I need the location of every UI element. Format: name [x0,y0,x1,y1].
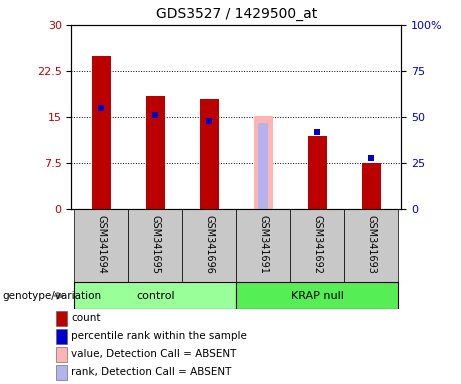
Text: GSM341691: GSM341691 [258,215,268,274]
Bar [344,209,398,282]
Bar [146,96,165,209]
Bar [56,311,67,326]
Bar [362,163,381,209]
Text: GSM341692: GSM341692 [312,215,322,274]
Bar [56,346,67,362]
Text: rank, Detection Call = ABSENT: rank, Detection Call = ABSENT [71,367,231,377]
Bar [56,329,67,344]
Bar [200,99,219,209]
Bar [290,209,344,282]
Bar [236,209,290,282]
Bar [74,209,128,282]
Bar [74,282,236,309]
Text: count: count [71,313,100,323]
Bar [308,136,327,209]
Bar [258,123,268,209]
Text: GSM341693: GSM341693 [366,215,376,274]
Bar [254,116,273,209]
Bar [92,56,111,209]
Bar [56,364,67,379]
Bar [236,282,398,309]
Text: genotype/variation: genotype/variation [2,291,101,301]
Text: control: control [136,291,175,301]
Bar [182,209,236,282]
Title: GDS3527 / 1429500_at: GDS3527 / 1429500_at [156,7,317,21]
Text: value, Detection Call = ABSENT: value, Detection Call = ABSENT [71,349,236,359]
Text: GSM341694: GSM341694 [96,215,106,274]
Text: GSM341696: GSM341696 [204,215,214,274]
Text: percentile rank within the sample: percentile rank within the sample [71,331,247,341]
Bar [128,209,182,282]
Text: GSM341695: GSM341695 [150,215,160,274]
Text: KRAP null: KRAP null [291,291,344,301]
